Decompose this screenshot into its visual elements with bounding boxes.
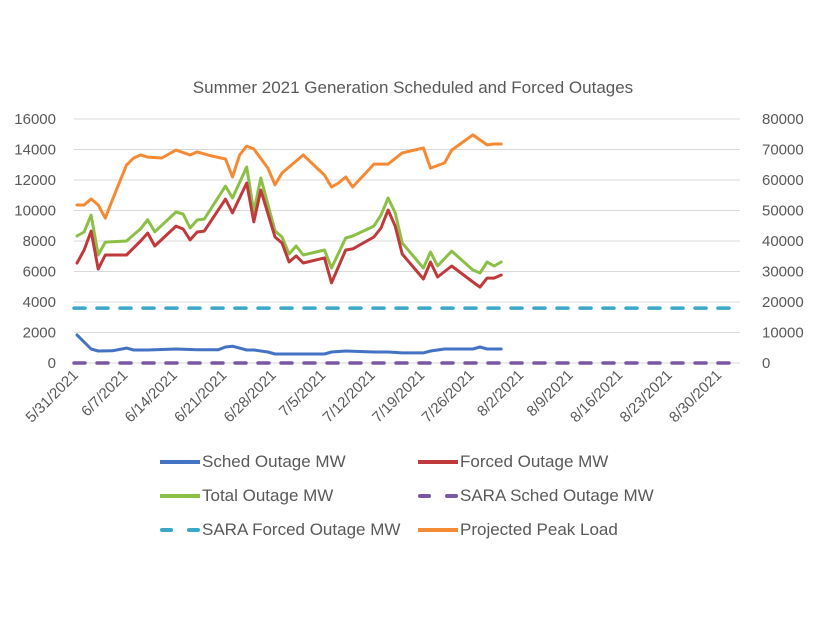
x-axis: 5/31/20216/7/20216/14/20216/21/20216/28/… (23, 367, 726, 426)
legend-item: Total Outage MW (160, 486, 333, 506)
y-left-tick-label: 0 (48, 355, 56, 372)
legend-label: SARA Sched Outage MW (460, 486, 654, 505)
legend-item: SARA Forced Outage MW (160, 520, 400, 540)
y-left-tick-label: 16000 (14, 111, 56, 128)
legend-label: Forced Outage MW (460, 452, 609, 471)
legend-swatch (418, 494, 458, 498)
y-left-tick-label: 2000 (23, 325, 56, 342)
series-line-forced-outage-mw (75, 181, 503, 289)
series-lines (72, 133, 742, 365)
legend-label: SARA Forced Outage MW (202, 520, 401, 539)
x-tick-label: 6/21/2021 (171, 367, 230, 426)
y-right-tick-label: 20000 (762, 294, 804, 311)
y-right-tick-label: 30000 (762, 264, 804, 281)
x-tick-label: 7/19/2021 (369, 367, 428, 426)
legend-item: Projected Peak Load (418, 520, 618, 540)
y-left-tick-label: 12000 (14, 172, 56, 189)
series-line-total-outage-mw (75, 165, 503, 275)
x-tick-label: 6/28/2021 (221, 367, 280, 426)
y-axis-left: 0 2000 4000 6000 8000 10000 12000 14000 16000 (14, 111, 56, 372)
x-tick-label: 8/16/2021 (567, 367, 626, 426)
y-left-tick-label: 10000 (14, 203, 56, 220)
legend-swatch (160, 528, 200, 532)
x-tick-label: 6/14/2021 (122, 367, 181, 426)
x-tick-label: 8/2/2021 (474, 367, 527, 420)
y-left-tick-label: 4000 (23, 294, 56, 311)
y-left-tick-label: 8000 (23, 233, 56, 250)
chart-title: Summer 2021 Generation Scheduled and For… (193, 78, 633, 97)
x-tick-label: 7/12/2021 (320, 367, 379, 426)
y-right-tick-label: 70000 (762, 142, 804, 159)
y-left-tick-label: 6000 (23, 264, 56, 281)
gridlines (74, 118, 740, 364)
x-tick-label: 5/31/2021 (23, 367, 82, 426)
x-tick-label: 7/26/2021 (419, 367, 478, 426)
legend-item: Forced Outage MW (418, 452, 608, 472)
x-tick-label: 8/30/2021 (666, 367, 725, 426)
y-right-tick-label: 0 (762, 355, 770, 372)
legend-swatch (418, 528, 458, 532)
y-right-tick-label: 10000 (762, 325, 804, 342)
series-line-sched-outage-mw (75, 333, 503, 356)
y-right-tick-label: 40000 (762, 233, 804, 250)
y-axis-right: 0 10000 20000 30000 40000 50000 60000 70000 8000… (762, 111, 804, 372)
legend-swatch (418, 460, 458, 464)
legend-label: Projected Peak Load (460, 520, 618, 539)
legend-swatch (160, 460, 200, 464)
series-line-projected-peak-load (75, 133, 503, 220)
x-tick-label: 8/23/2021 (616, 367, 675, 426)
y-right-tick-label: 60000 (762, 172, 804, 189)
y-right-tick-label: 50000 (762, 203, 804, 220)
legend-item: Sched Outage MW (160, 452, 346, 472)
legend-label: Total Outage MW (202, 486, 334, 505)
y-left-tick-label: 14000 (14, 142, 56, 159)
y-right-tick-label: 80000 (762, 111, 804, 128)
legend-item: SARA Sched Outage MW (418, 486, 654, 506)
legend-swatch (160, 494, 200, 498)
legend-label: Sched Outage MW (202, 452, 346, 471)
